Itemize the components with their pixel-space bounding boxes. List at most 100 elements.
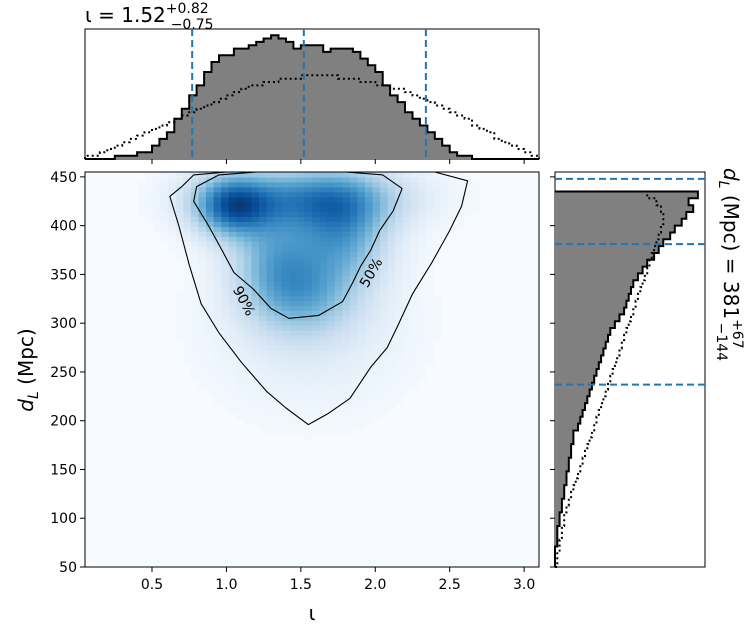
- heatmap-cell: [198, 206, 207, 213]
- heatmap-cell: [372, 236, 381, 242]
- heatmap-cell: [342, 389, 351, 395]
- heatmap-cell: [274, 251, 283, 257]
- heatmap-cell: [334, 423, 343, 430]
- heatmap-cell: [395, 211, 404, 218]
- heatmap-cell: [304, 330, 313, 336]
- heatmap-cell: [425, 344, 434, 351]
- y-tick-label: 200: [50, 414, 77, 430]
- heatmap-cell: [266, 404, 275, 410]
- heatmap-cell: [380, 364, 389, 371]
- heatmap-cell: [372, 374, 381, 380]
- heatmap-cell: [296, 275, 306, 282]
- heatmap-cell: [433, 231, 442, 237]
- heatmap-cell: [228, 191, 237, 198]
- heatmap-cell: [251, 359, 260, 366]
- heatmap-cell: [319, 374, 328, 380]
- heatmap-cell: [395, 176, 404, 183]
- heatmap-cell: [387, 181, 396, 188]
- heatmap-cell: [228, 310, 237, 316]
- heatmap-cell: [425, 334, 434, 341]
- heatmap-cell: [402, 275, 411, 282]
- heatmap-cell: [372, 330, 381, 336]
- heatmap-cell: [357, 344, 366, 351]
- heatmap-cell: [455, 181, 464, 188]
- heatmap-cell: [402, 251, 411, 257]
- heatmap-cell: [327, 394, 336, 400]
- heatmap-cell: [175, 334, 184, 341]
- heatmap-cell: [364, 246, 374, 252]
- heatmap-cell: [175, 176, 184, 183]
- heatmap-cell: [251, 265, 260, 272]
- heatmap-cell: [190, 334, 200, 341]
- heatmap-cell: [259, 211, 268, 218]
- heatmap-cell: [251, 339, 260, 346]
- heatmap-cell: [372, 325, 381, 331]
- heatmap-cell: [206, 246, 215, 252]
- heatmap-cell: [387, 260, 396, 267]
- heatmap-cell: [236, 221, 245, 227]
- heatmap-cell: [289, 181, 298, 188]
- heatmap-cell: [372, 181, 381, 188]
- y-tick-label: 350: [50, 267, 77, 283]
- heatmap-cell: [372, 404, 381, 410]
- heatmap-cell: [228, 186, 237, 193]
- heatmap-cell: [364, 339, 374, 346]
- heatmap-cell: [281, 231, 290, 237]
- heatmap-cell: [319, 176, 328, 183]
- heatmap-cell: [410, 201, 419, 208]
- heatmap-cell: [190, 369, 200, 376]
- heatmap-cell: [190, 196, 200, 203]
- heatmap-cell: [327, 404, 336, 410]
- heatmap-cell: [387, 275, 396, 282]
- heatmap-cell: [342, 399, 351, 405]
- heatmap-cell: [342, 334, 351, 341]
- heatmap-cell: [289, 364, 298, 371]
- heatmap-cell: [213, 285, 222, 292]
- heatmap-cell: [259, 176, 268, 183]
- heatmap-cell: [372, 206, 381, 213]
- heatmap-cell: [440, 201, 449, 208]
- heatmap-cell: [236, 330, 245, 336]
- heatmap-cell: [259, 389, 268, 395]
- x-tick-label: 3.0: [513, 577, 535, 593]
- heatmap-cell: [266, 334, 275, 341]
- heatmap-cell: [160, 191, 169, 198]
- heatmap-cell: [395, 394, 404, 400]
- heatmap-cell: [289, 359, 298, 366]
- heatmap-cell: [304, 201, 313, 208]
- heatmap-cell: [410, 295, 419, 301]
- heatmap-cell: [289, 404, 298, 410]
- heatmap-cell: [395, 339, 404, 346]
- heatmap-cell: [433, 221, 442, 227]
- heatmap-cell: [410, 315, 419, 321]
- heatmap-cell: [312, 201, 321, 208]
- heatmap-cell: [417, 295, 427, 301]
- heatmap-cell: [259, 300, 268, 306]
- heatmap-cell: [198, 275, 207, 282]
- heatmap-cell: [448, 186, 457, 193]
- heatmap-cell: [387, 270, 396, 277]
- heatmap-cell: [304, 320, 313, 326]
- heatmap-cell: [236, 379, 245, 385]
- heatmap-cell: [312, 241, 321, 247]
- heatmap-cell: [274, 280, 283, 287]
- heatmap-cell: [296, 418, 306, 425]
- heatmap-cell: [289, 354, 298, 361]
- top-title: ι = 1.52+0.82 −0.75: [85, 1, 214, 33]
- heatmap-cell: [387, 285, 396, 292]
- heatmap-cell: [175, 172, 184, 178]
- heatmap-cell: [251, 285, 260, 292]
- heatmap-cell: [137, 201, 147, 208]
- heatmap-cell: [395, 384, 404, 390]
- heatmap-cell: [296, 334, 306, 341]
- heatmap-cell: [319, 349, 328, 356]
- heatmap-cell: [334, 339, 343, 346]
- heatmap-cell: [221, 236, 230, 242]
- heatmap-cell: [410, 226, 419, 232]
- y-tick-label: 300: [50, 316, 77, 332]
- heatmap-cell: [304, 379, 313, 385]
- heatmap-cell: [357, 290, 366, 297]
- heatmap-cell: [236, 181, 245, 188]
- heatmap-cell: [274, 221, 283, 227]
- heatmap-cell: [342, 330, 351, 336]
